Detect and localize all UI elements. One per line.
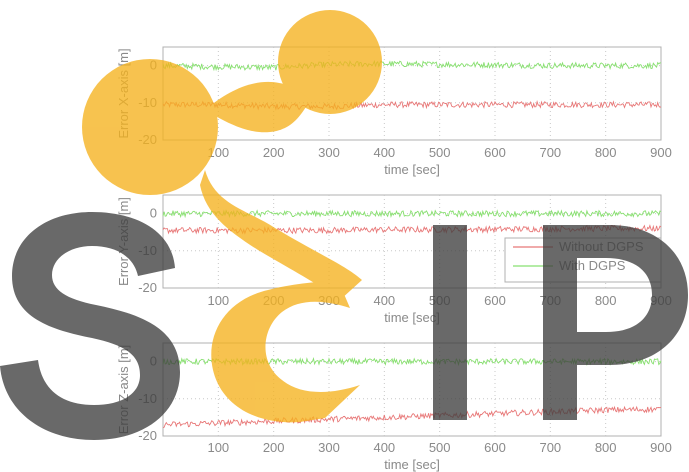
x-tick-label: 600	[484, 145, 506, 160]
logo-blob-bridge	[205, 81, 310, 133]
x-tick-label: 800	[595, 293, 617, 308]
x-tick-label: 300	[318, 145, 340, 160]
x-tick-label: 800	[595, 440, 617, 455]
logo-letter-i	[433, 225, 467, 420]
x-tick-label: 600	[484, 293, 506, 308]
x-tick-label: 700	[539, 440, 561, 455]
x-tick-label: 500	[429, 440, 451, 455]
logo-letter-s	[0, 212, 180, 440]
series-line-with-dgps	[162, 59, 662, 72]
x-tick-label: 400	[373, 440, 395, 455]
x-tick-label: 100	[207, 440, 229, 455]
y-tick-label: -20	[138, 428, 157, 443]
logo-blob-top	[278, 10, 382, 114]
x-axis-label: time [sec]	[384, 310, 440, 325]
x-tick-label: 800	[595, 145, 617, 160]
x-tick-label: 700	[539, 145, 561, 160]
logo-letters	[0, 212, 688, 440]
x-tick-label: 300	[318, 440, 340, 455]
logo-blob-arm	[200, 170, 362, 300]
x-tick-label: 200	[263, 440, 285, 455]
x-axis-label: time [sec]	[384, 162, 440, 177]
logo-blob-left	[82, 59, 218, 195]
x-tick-label: 200	[263, 145, 285, 160]
y-tick-label: 0	[150, 206, 157, 221]
y-tick-label: -20	[138, 280, 157, 295]
x-tick-label: 100	[207, 293, 229, 308]
logo-letter-p	[543, 225, 688, 420]
x-axis-label: time [sec]	[384, 457, 440, 472]
x-tick-label: 600	[484, 440, 506, 455]
x-tick-label: 500	[429, 145, 451, 160]
x-tick-label: 400	[373, 145, 395, 160]
scip-logo-watermark	[0, 10, 688, 440]
x-tick-label: 900	[650, 440, 672, 455]
x-tick-label: 900	[650, 145, 672, 160]
logo-yellow-shape	[82, 10, 382, 423]
series-line-without-dgps	[162, 405, 662, 429]
x-tick-label: 400	[373, 293, 395, 308]
logo-c-shape	[211, 280, 360, 423]
